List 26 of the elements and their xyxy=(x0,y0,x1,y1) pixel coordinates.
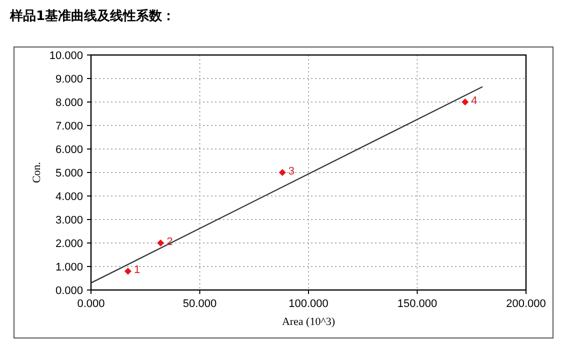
y-tick-label: 8.000 xyxy=(55,97,83,109)
point xyxy=(278,169,286,176)
y-axis-title: Con. xyxy=(31,162,43,184)
y-tick-label: 10.000 xyxy=(49,50,83,62)
y-tick-label: 6.000 xyxy=(55,144,83,156)
point xyxy=(157,240,164,246)
y-tick-label: 2.000 xyxy=(55,238,83,250)
x-tick-label: 150.000 xyxy=(397,298,438,310)
annotation: 3 xyxy=(288,166,295,178)
x-tick-label: 0.000 xyxy=(77,298,105,310)
annotation: 1 xyxy=(134,264,140,276)
y-tick-label: 5.000 xyxy=(55,168,83,180)
x-axis-title: Area (10^3) xyxy=(282,316,336,328)
y-tick-label: 0.000 xyxy=(55,285,83,297)
y-tick-label: 3.000 xyxy=(55,214,83,226)
x-tick-label: 50.000 xyxy=(182,298,217,310)
y-tick-label: 9.000 xyxy=(55,74,83,86)
x-tick-label: 200.000 xyxy=(506,298,546,310)
point xyxy=(124,268,132,275)
annotation: 4 xyxy=(471,95,478,107)
y-tick-label: 1.000 xyxy=(55,262,83,274)
point xyxy=(462,98,469,106)
y-tick-label: 4.000 xyxy=(55,191,83,203)
x-tick-label: 100.000 xyxy=(288,298,328,310)
y-tick-label: 7.000 xyxy=(55,120,83,132)
chart-title: 样品1基准曲线及线性系数： xyxy=(9,8,176,24)
